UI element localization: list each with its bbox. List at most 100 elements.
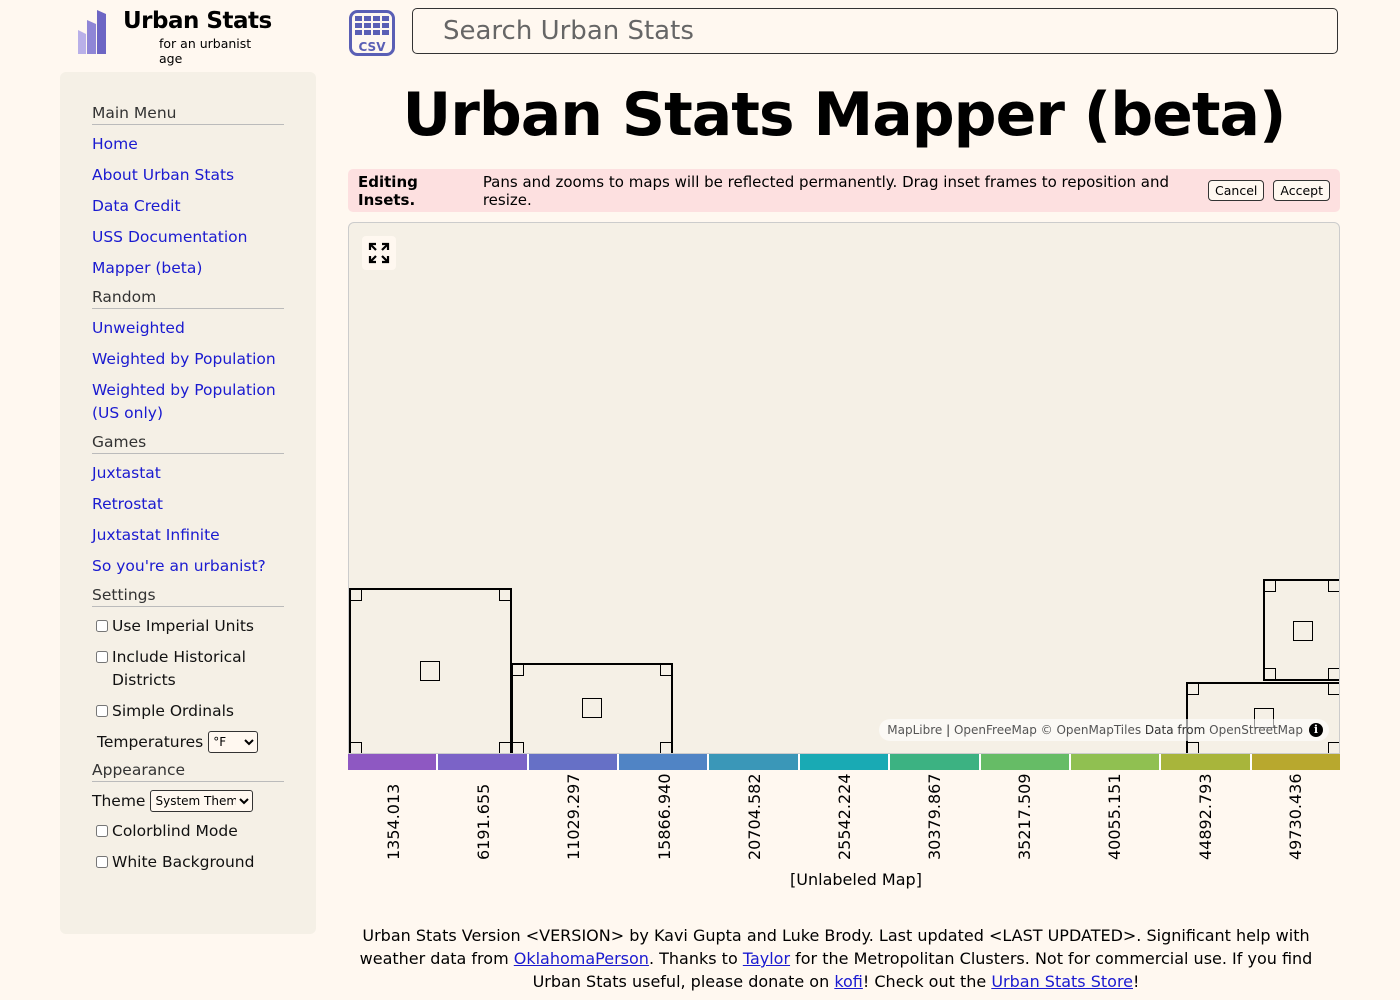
nav-mapper[interactable]: Mapper (beta) bbox=[92, 259, 203, 277]
legend-tick-label: 6191.655 bbox=[474, 783, 494, 860]
fullscreen-button[interactable] bbox=[362, 236, 396, 270]
accept-button[interactable]: Accept bbox=[1273, 180, 1330, 201]
openstreetmap-link[interactable]: OpenStreetMap bbox=[1209, 723, 1303, 737]
legend-tick-label: 35217.509 bbox=[1015, 773, 1035, 860]
nav-data-credit[interactable]: Data Credit bbox=[92, 197, 181, 215]
resize-handle[interactable] bbox=[660, 742, 672, 753]
nav-retrostat[interactable]: Retrostat bbox=[92, 495, 163, 513]
resize-handle[interactable] bbox=[512, 742, 524, 753]
resize-handle[interactable] bbox=[350, 742, 362, 753]
footer-text: ! bbox=[1133, 972, 1140, 991]
expand-icon bbox=[368, 242, 390, 264]
temperatures-setting: Temperatures °F bbox=[97, 731, 284, 753]
logo-title: Urban Stats bbox=[123, 8, 272, 34]
white-background-checkbox[interactable] bbox=[96, 856, 108, 868]
nav-random-weighted[interactable]: Weighted by Population bbox=[92, 350, 276, 368]
legend-tick: 49730.436 bbox=[1250, 773, 1340, 874]
legend-tick: 44892.793 bbox=[1160, 773, 1250, 874]
legend-swatch bbox=[1070, 754, 1162, 770]
resize-handle[interactable] bbox=[1187, 742, 1199, 753]
legend-ticks: 1354.013 6191.655 11029.297 15866.940 20704.… bbox=[348, 770, 1340, 870]
map-label: [Unlabeled Map] bbox=[790, 870, 922, 889]
search-input[interactable] bbox=[412, 8, 1338, 54]
cancel-button[interactable]: Cancel bbox=[1208, 180, 1265, 201]
inset-frame[interactable] bbox=[1263, 579, 1339, 681]
section-settings: Settings bbox=[92, 586, 284, 607]
theme-setting: Theme System Theme bbox=[92, 790, 284, 812]
resize-handle[interactable] bbox=[1328, 580, 1339, 592]
legend-swatch bbox=[709, 754, 800, 770]
attribution-separator: | bbox=[946, 723, 951, 737]
resize-handle[interactable] bbox=[350, 589, 362, 601]
info-icon[interactable]: i bbox=[1309, 723, 1323, 737]
imperial-units-setting[interactable]: Use Imperial Units bbox=[92, 615, 284, 638]
colorblind-label: Colorblind Mode bbox=[112, 822, 238, 840]
nav-home[interactable]: Home bbox=[92, 135, 138, 153]
historical-districts-setting[interactable]: Include Historical Districts bbox=[92, 646, 284, 692]
inset-frame[interactable] bbox=[511, 663, 673, 753]
historical-districts-checkbox[interactable] bbox=[96, 651, 108, 663]
maplibre-link[interactable]: MapLibre bbox=[887, 723, 943, 737]
imperial-units-checkbox[interactable] bbox=[96, 620, 108, 632]
openmaptiles-link[interactable]: © OpenMapTiles bbox=[1040, 723, 1142, 737]
legend-tick: 6191.655 bbox=[438, 784, 528, 874]
map-attribution: MapLibre | OpenFreeMap © OpenMapTiles Da… bbox=[879, 719, 1329, 741]
imperial-units-label: Use Imperial Units bbox=[112, 617, 254, 635]
store-link[interactable]: Urban Stats Store bbox=[991, 972, 1134, 991]
resize-handle[interactable] bbox=[499, 742, 511, 753]
color-legend bbox=[348, 754, 1340, 770]
legend-swatch bbox=[890, 754, 981, 770]
footer-text: for the Metropolitan Clusters. Not for c… bbox=[532, 949, 1313, 991]
nav-about[interactable]: About Urban Stats bbox=[92, 166, 235, 184]
nav-juxtastat[interactable]: Juxtastat bbox=[92, 464, 161, 482]
resize-handle[interactable] bbox=[1328, 668, 1339, 680]
temperature-unit-select[interactable]: °F bbox=[208, 731, 259, 753]
legend-tick: 1354.013 bbox=[348, 784, 438, 874]
inset-frame[interactable] bbox=[1186, 682, 1339, 753]
legend-tick: 15866.940 bbox=[619, 773, 709, 874]
colorblind-setting[interactable]: Colorblind Mode bbox=[92, 820, 284, 843]
nav-urbanist-quiz[interactable]: So you're an urbanist? bbox=[92, 557, 266, 575]
kofi-link[interactable]: kofi bbox=[834, 972, 863, 991]
move-handle[interactable] bbox=[420, 661, 440, 681]
legend-tick-label: 49730.436 bbox=[1285, 773, 1305, 860]
resize-handle[interactable] bbox=[1264, 668, 1276, 680]
legend-swatch bbox=[1251, 754, 1340, 770]
nav-juxtastat-infinite[interactable]: Juxtastat Infinite bbox=[92, 526, 220, 544]
legend-swatch bbox=[980, 754, 1071, 770]
oklahomaperson-link[interactable]: OklahomaPerson bbox=[513, 949, 649, 968]
section-main-menu: Main Menu bbox=[92, 104, 284, 125]
legend-swatch bbox=[528, 754, 620, 770]
temperatures-label: Temperatures bbox=[97, 733, 204, 751]
resize-handle[interactable] bbox=[1264, 580, 1276, 592]
simple-ordinals-setting[interactable]: Simple Ordinals bbox=[92, 700, 284, 723]
legend-tick: 40055.151 bbox=[1069, 773, 1159, 874]
resize-handle[interactable] bbox=[1328, 742, 1339, 753]
map-canvas[interactable]: MapLibre | OpenFreeMap © OpenMapTiles Da… bbox=[348, 222, 1340, 754]
nav-random-unweighted[interactable]: Unweighted bbox=[92, 319, 185, 337]
resize-handle[interactable] bbox=[499, 589, 511, 601]
resize-handle[interactable] bbox=[1328, 683, 1339, 695]
resize-handle[interactable] bbox=[1187, 683, 1199, 695]
csv-download-icon[interactable]: CSV bbox=[349, 10, 395, 56]
openfreemap-link[interactable]: OpenFreeMap bbox=[953, 723, 1037, 737]
simple-ordinals-checkbox[interactable] bbox=[96, 705, 108, 717]
white-background-setting[interactable]: White Background bbox=[92, 851, 284, 874]
nav-uss-documentation[interactable]: USS Documentation bbox=[92, 228, 248, 246]
legend-tick: 11029.297 bbox=[528, 773, 618, 874]
move-handle[interactable] bbox=[1293, 621, 1313, 641]
legend-tick-label: 15866.940 bbox=[654, 773, 674, 860]
resize-handle[interactable] bbox=[660, 664, 672, 676]
taylor-link[interactable]: Taylor bbox=[742, 949, 791, 968]
resize-handle[interactable] bbox=[512, 664, 524, 676]
csv-icon-label: CSV bbox=[359, 40, 387, 54]
inset-frame[interactable] bbox=[349, 588, 512, 753]
legend-swatch bbox=[619, 754, 710, 770]
colorblind-checkbox[interactable] bbox=[96, 825, 108, 837]
move-handle[interactable] bbox=[582, 698, 602, 718]
nav-random-weighted-us[interactable]: Weighted by Population (US only) bbox=[92, 381, 276, 422]
section-games: Games bbox=[92, 433, 284, 454]
theme-select[interactable]: System Theme bbox=[150, 790, 254, 812]
logo[interactable]: Urban Stats for an urbanist age bbox=[76, 8, 276, 66]
legend-tick: 20704.582 bbox=[709, 773, 799, 874]
